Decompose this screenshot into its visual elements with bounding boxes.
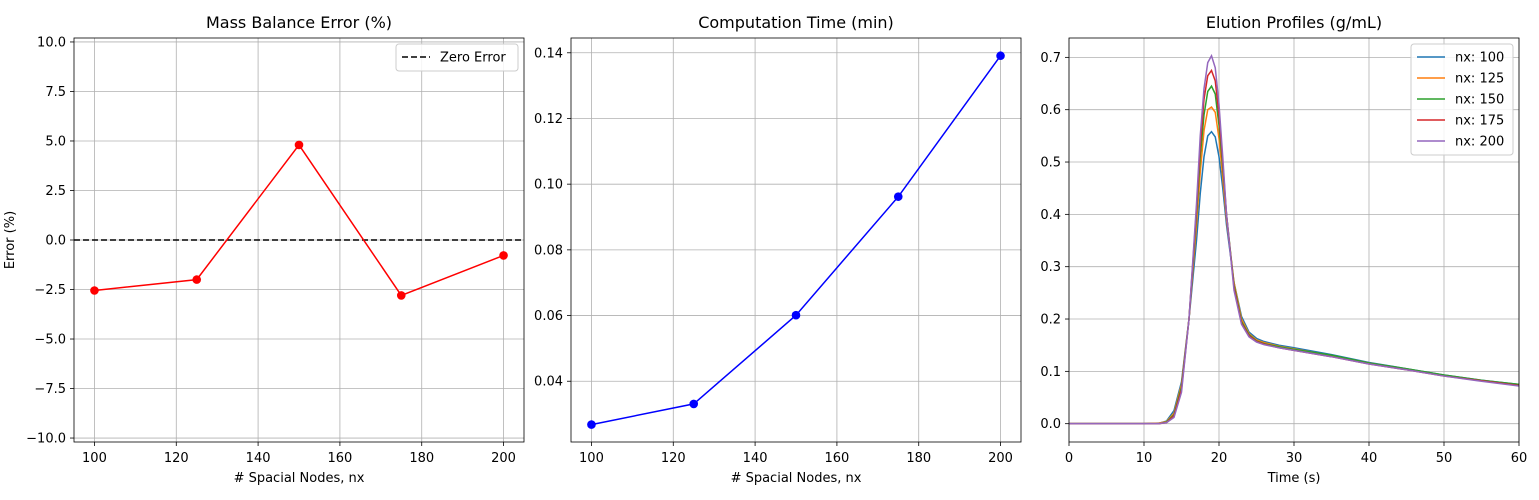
y-tick-label: 0.10 — [534, 178, 563, 193]
y-axis-label: Error (%) — [3, 211, 18, 269]
data-point — [791, 310, 801, 320]
y-tick-label: 10.0 — [37, 35, 66, 50]
y-tick-label: 5.0 — [45, 134, 66, 149]
x-tick-label: 160 — [824, 451, 849, 466]
y-tick-label: 0.6 — [1040, 103, 1061, 118]
x-tick-label: 140 — [743, 451, 768, 466]
y-tick-label: 0.12 — [534, 112, 563, 127]
data-point — [294, 140, 304, 150]
legend-box — [1410, 43, 1514, 156]
y-tick-label: 0.06 — [534, 309, 563, 324]
x-tick-label: 60 — [1511, 451, 1528, 466]
legend-label: Zero Error — [440, 51, 506, 66]
series-line-5 — [1069, 53, 1519, 425]
y-tick-label: −10.0 — [26, 432, 66, 447]
legend-label: nx: 100 — [1455, 51, 1504, 66]
x-tick-label: 200 — [988, 451, 1013, 466]
data-point — [893, 192, 903, 201]
x-tick-label: 50 — [1436, 451, 1453, 466]
x-tick-label: 180 — [409, 451, 434, 466]
series-line-1 — [94, 143, 504, 297]
series-line-1 — [591, 55, 1002, 426]
x-tick-label: 160 — [327, 451, 352, 466]
x-tick-label: 120 — [164, 451, 189, 466]
x-tick-label: 100 — [579, 451, 604, 466]
legend-label: nx: 200 — [1455, 135, 1504, 150]
y-tick-label: −2.5 — [34, 283, 66, 298]
y-tick-label: 2.5 — [45, 184, 66, 199]
x-axis-label: # Spacial Nodes, nx — [234, 471, 365, 486]
plot-frame — [570, 37, 1022, 443]
data-point — [689, 399, 699, 409]
chart-title: Elution Profiles (g/mL) — [1206, 13, 1382, 32]
legend-label: nx: 150 — [1455, 93, 1504, 108]
y-tick-label: 0.3 — [1040, 260, 1061, 275]
data-point — [90, 286, 99, 295]
x-tick-label: 10 — [1136, 451, 1153, 466]
y-tick-label: 7.5 — [45, 85, 66, 100]
x-tick-label: 30 — [1286, 451, 1303, 466]
x-tick-label: 0 — [1065, 451, 1073, 466]
x-tick-label: 120 — [661, 451, 686, 466]
x-tick-label: 20 — [1211, 451, 1228, 466]
x-tick-label: 200 — [491, 451, 516, 466]
y-tick-label: 0.14 — [534, 46, 563, 61]
chart-title: Computation Time (min) — [698, 13, 894, 32]
legend: nx: 100 nx: 125 nx: 150 nx: 175 nx: 200 — [1410, 43, 1514, 156]
y-tick-label: −7.5 — [34, 382, 66, 397]
legend-label: nx: 175 — [1455, 114, 1504, 129]
data-point — [396, 291, 406, 300]
chart-panel-3: 0 10 20 30 40 50 60 0.0 0.1 0.2 0.3 0.4 0.5 0.6 0.7 Elu… — [1040, 13, 1527, 486]
y-tick-label: 0.1 — [1040, 365, 1061, 380]
y-tick-label: 0.7 — [1040, 51, 1061, 66]
chart-panel-1: 100 120 140 160 180 200 −10.0 −7.5 −5.0 −2.5 0.0 2.… — [3, 13, 525, 486]
legend-box — [395, 43, 519, 72]
chart-title: Mass Balance Error (%) — [206, 13, 392, 32]
y-tick-label: 0.08 — [534, 243, 563, 258]
legend: Zero Error — [395, 43, 519, 72]
y-tick-label: 0.04 — [534, 375, 563, 390]
chart-panel-2: 100 120 140 160 180 200 0.04 0.06 0.08 0.10 0.12 0.… — [534, 13, 1022, 486]
y-tick-label: 0.0 — [1040, 417, 1061, 432]
x-axis-label: # Spacial Nodes, nx — [731, 471, 862, 486]
y-tick-label: 0.4 — [1040, 208, 1061, 223]
x-tick-label: 140 — [246, 451, 271, 466]
x-axis-label: Time (s) — [1267, 471, 1321, 486]
y-tick-label: 0.2 — [1040, 313, 1061, 328]
data-point — [587, 420, 596, 429]
y-tick-label: −5.0 — [34, 333, 66, 348]
x-tick-label: 40 — [1361, 451, 1378, 466]
legend-label: nx: 125 — [1455, 72, 1504, 87]
y-tick-label: 0.5 — [1040, 156, 1061, 171]
data-point — [499, 251, 508, 260]
y-tick-label: 0.0 — [45, 234, 66, 249]
x-tick-label: 100 — [82, 451, 107, 466]
data-point — [996, 51, 1005, 61]
data-point — [192, 275, 202, 284]
x-tick-label: 180 — [906, 451, 931, 466]
